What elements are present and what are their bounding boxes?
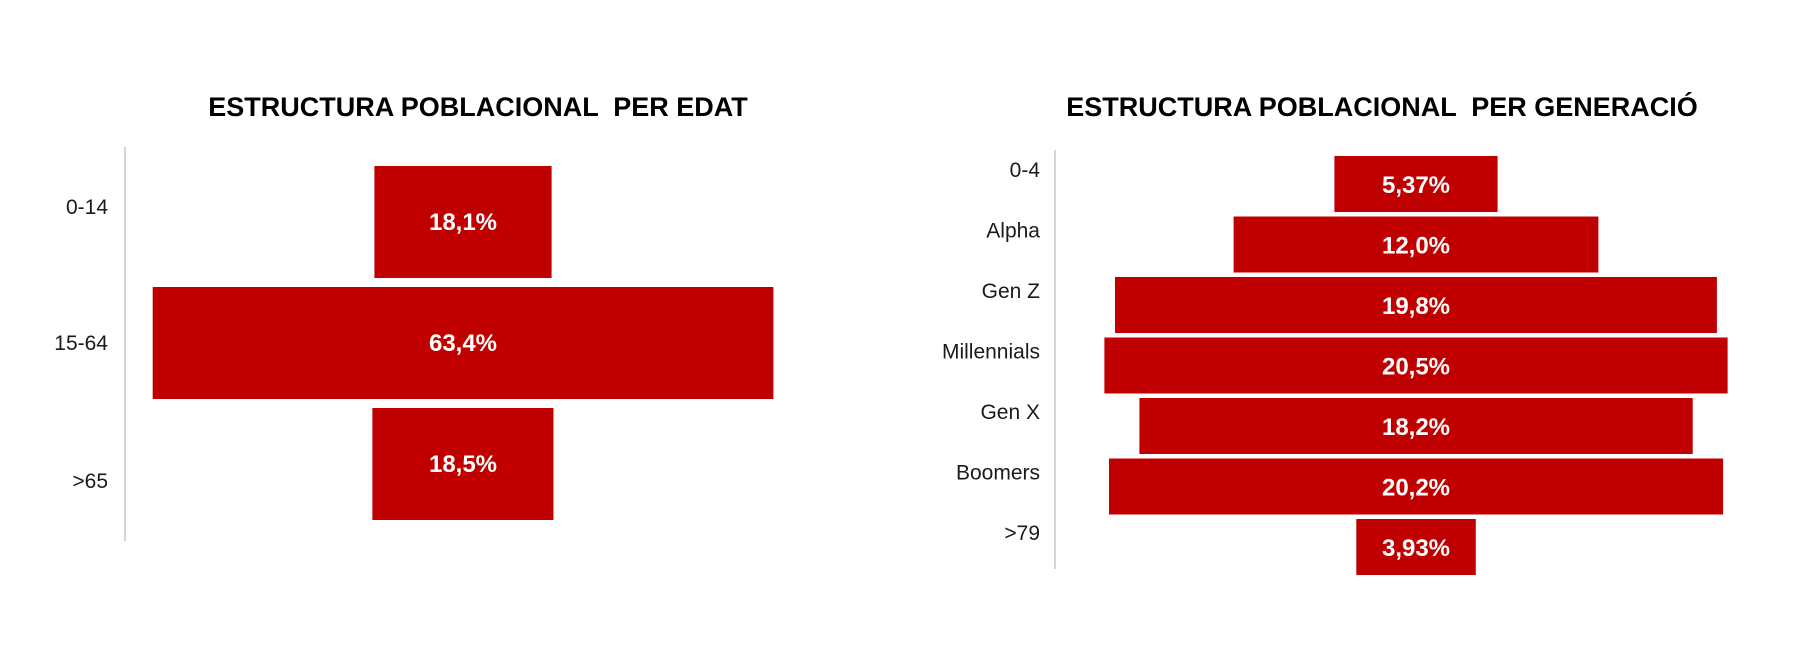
bar-generation-gen-z <box>1115 277 1717 333</box>
bar-generation-alpha <box>1233 216 1599 273</box>
value-label-generation-over-79: 3,93% <box>1382 535 1450 562</box>
value-label-generation-0-4: 5,37% <box>1382 172 1450 199</box>
value-label-age-over-65: 18,5% <box>429 451 497 478</box>
category-label-generation-boomers: Boomers <box>956 462 1040 485</box>
category-label-generation-gen-z: Gen Z <box>982 280 1041 303</box>
category-label-generation-gen-x: Gen X <box>980 401 1040 424</box>
bar-generation-millennials <box>1104 337 1728 394</box>
category-label-age-0-14: 0-14 <box>66 196 108 219</box>
category-label-generation-millennials: Millennials <box>942 341 1040 364</box>
category-label-generation-alpha: Alpha <box>986 220 1040 243</box>
value-label-generation-alpha: 12,0% <box>1382 233 1450 260</box>
value-label-generation-millennials: 20,5% <box>1382 354 1450 381</box>
value-label-age-15-64: 63,4% <box>429 330 497 357</box>
value-label-generation-gen-x: 18,2% <box>1382 414 1450 441</box>
category-label-age-over-65: >65 <box>72 470 108 493</box>
category-label-age-15-64: 15-64 <box>54 332 108 355</box>
bars-generation: 5,37% 0-4 12,0% Alpha 19,8% Gen Z 20,5% Millenn… <box>942 156 1728 575</box>
bar-age-15-64 <box>152 287 774 399</box>
bar-age-0-14 <box>374 166 552 278</box>
bar-generation-0-4 <box>1334 156 1498 212</box>
value-label-generation-gen-z: 19,8% <box>1382 293 1450 320</box>
bar-generation-over-79 <box>1356 519 1476 575</box>
chart-title-generation: ESTRUCTURA POBLACIONAL PER GENERACIÓ <box>1066 91 1698 122</box>
chart-population-by-generation: ESTRUCTURA POBLACIONAL PER GENERACIÓ 5,3… <box>942 91 1728 575</box>
bar-age-over-65 <box>372 408 554 520</box>
category-label-generation-0-4: 0-4 <box>1010 159 1041 182</box>
bar-generation-gen-x <box>1139 398 1693 454</box>
category-label-generation-over-79: >79 <box>1004 522 1040 545</box>
value-label-age-0-14: 18,1% <box>429 209 497 236</box>
chart-title-age: ESTRUCTURA POBLACIONAL PER EDAT <box>208 92 748 122</box>
bar-generation-boomers <box>1109 458 1724 515</box>
chart-population-by-age: ESTRUCTURA POBLACIONAL PER EDAT 18,1% 0-1… <box>54 92 774 541</box>
value-label-generation-boomers: 20,2% <box>1382 475 1450 502</box>
bars-age: 18,1% 0-14 63,4% 15-64 18,5% >65 <box>54 166 774 520</box>
